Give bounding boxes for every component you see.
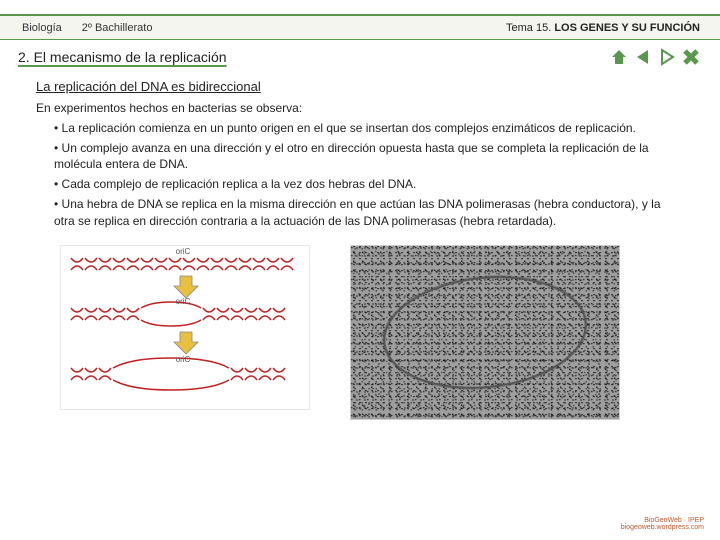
- content-area: La replicación del DNA es bidireccional …: [0, 70, 720, 229]
- level-label: 2º Bachillerato: [72, 22, 163, 34]
- header-bar: Biología 2º Bachillerato Tema 15. LOS GE…: [0, 14, 720, 40]
- footer-credit: BioGeoWeb · IPEP biogeoweb.wordpress.com: [621, 517, 704, 532]
- bullet-3: • Una hebra de DNA se replica en la mism…: [36, 196, 684, 228]
- next-icon[interactable]: [656, 46, 678, 68]
- home-icon[interactable]: [608, 46, 630, 68]
- figures-row: oriC oriC: [0, 233, 720, 420]
- section-title: 2. El mecanismo de la replicación: [18, 49, 227, 66]
- oric-label-top: oriC: [176, 247, 191, 256]
- down-arrow-2: [174, 332, 198, 354]
- prev-icon[interactable]: [632, 46, 654, 68]
- subject-label: Biología: [12, 22, 72, 34]
- oric-label-bot: oriC: [176, 355, 191, 364]
- bullet-0: • La replicación comienza en un punto or…: [36, 120, 684, 136]
- topic-label: Tema 15. LOS GENES Y SU FUNCIÓN: [506, 22, 700, 34]
- bullet-2: • Cada complejo de replicación replica a…: [36, 176, 684, 192]
- section-row: 2. El mecanismo de la replicación: [0, 40, 720, 70]
- helix-row-1: [71, 258, 293, 270]
- bullet-1: • Un complejo avanza en una dirección y …: [36, 140, 684, 172]
- topic-title: LOS GENES Y SU FUNCIÓN: [554, 22, 700, 34]
- down-arrow-1: [174, 276, 198, 298]
- topic-prefix: Tema 15.: [506, 22, 551, 34]
- dna-svg: oriC oriC: [61, 246, 311, 411]
- footer-line1: BioGeoWeb · IPEP: [621, 517, 704, 525]
- content-intro: En experimentos hechos en bacterias se o…: [36, 100, 684, 116]
- footer-line2: biogeoweb.wordpress.com: [621, 524, 704, 532]
- top-spacer: [0, 0, 720, 14]
- microscopy-image: [350, 245, 620, 420]
- nav-icons: [608, 46, 702, 68]
- dna-replication-diagram: oriC oriC: [60, 245, 310, 410]
- oric-label-mid: oriC: [176, 297, 191, 306]
- close-icon[interactable]: [680, 46, 702, 68]
- content-heading: La replicación del DNA es bidireccional: [36, 78, 684, 96]
